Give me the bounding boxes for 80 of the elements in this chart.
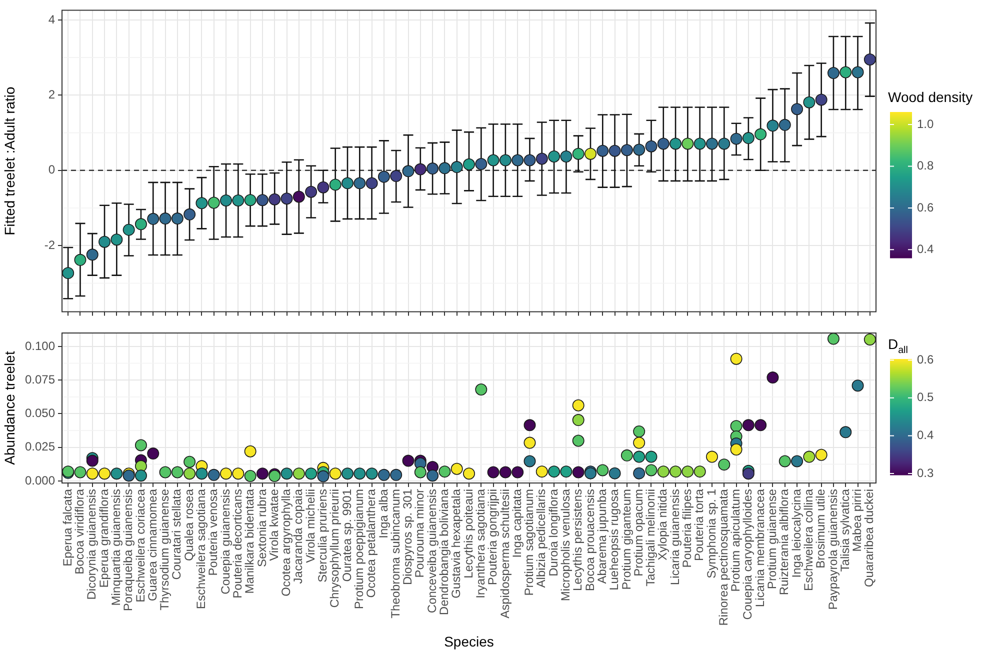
x-tick-label: Qualea rosea xyxy=(182,488,196,562)
x-tick-label: Bocoa prouacensis xyxy=(582,489,597,592)
x-tick-label: Lecythis persistens xyxy=(570,489,585,592)
x-tick-label: Protium guianense xyxy=(765,488,780,590)
x-tick-label: Inga leiocalycina xyxy=(789,488,804,578)
y-tick-label: 0.000 xyxy=(24,473,56,488)
color-bar-label: 0.8 xyxy=(917,158,934,173)
color-bar-label: 0.6 xyxy=(917,352,934,366)
x-tick-label: Inga alba xyxy=(376,488,390,538)
y-tick-label: 0.075 xyxy=(24,372,56,386)
x-tick-label: Eschweilera sagotiana xyxy=(194,488,208,610)
x-tick-label: Micropholis venulosa xyxy=(558,488,573,602)
color-bar-label: 1.0 xyxy=(917,116,934,131)
x-tick-label: Conceveiba guianensis xyxy=(424,489,439,614)
x-tick-label: Couepia caryophylloides xyxy=(740,489,755,620)
x-tick-label: Xylopia nitida xyxy=(656,488,670,560)
x-tick-label: Jacaranda copaia xyxy=(291,488,306,584)
color-bar-label: 0.6 xyxy=(917,200,934,214)
x-tick-label: Thyrsodium guianense xyxy=(158,488,172,610)
color-bar-label: 0.5 xyxy=(917,390,934,404)
x-tick-label: Inga capitata xyxy=(510,488,524,558)
x-tick-label: Paypayrola guianensis xyxy=(826,489,840,610)
x-tick-label: Diospyros sp. 301 xyxy=(400,488,415,586)
color-bar-label: 0.4 xyxy=(917,242,934,256)
x-tick-label: Lueheopsis rugosa xyxy=(607,488,622,590)
x-tick-label: Tachigali melinonii xyxy=(644,489,658,586)
x-tick-label: Chrysophyllum prieurii xyxy=(328,489,342,608)
x-tick-label: Ouratea sp. 9901 xyxy=(340,488,354,582)
x-tick-label: Duroia longiflora xyxy=(546,488,560,576)
color-bar-label: 0.3 xyxy=(917,466,934,480)
x-tick-label: Pouteria venosa xyxy=(206,488,220,576)
y-axis-title: Abundance treelet xyxy=(1,351,18,465)
x-tick-label: Eperua falcata xyxy=(60,488,74,566)
x-tick-label: Manilkara bidentata xyxy=(242,488,257,594)
x-tick-label: Ocotea argyrophylla xyxy=(279,488,294,596)
x-tick-label: Pourouma minor xyxy=(412,489,427,578)
x-tick-label: Ruizterania albiflora xyxy=(777,488,792,596)
x-tick-label: Bocoa viridiflora xyxy=(72,488,87,574)
x-tick-label: Licaria guianensis xyxy=(668,489,682,586)
x-tick-label: Dicorynia guianensis xyxy=(84,489,99,600)
x-tick-label: Eperua grandiflora xyxy=(96,488,111,588)
x-tick-label: Abarema jupunba xyxy=(594,488,609,584)
x-tick-label: Brosimum utile xyxy=(814,488,828,568)
y-tick-label: 2 xyxy=(48,88,56,102)
x-tick-label: Pouteria gongrijpii xyxy=(486,489,500,586)
x-tick-label: Sextonia rubra xyxy=(254,488,269,568)
x-tick-label: Licania membranacea xyxy=(752,488,767,608)
y-tick-label: 0.050 xyxy=(24,406,56,420)
x-tick-label: Pouteria torta xyxy=(692,488,706,562)
y-axis-title: Fitted treelet :Adult ratio xyxy=(1,86,18,236)
x-tick-label: Protium apiculatum xyxy=(728,489,743,592)
x-tick-label: Eschweilera coriacea xyxy=(133,488,148,602)
y-tick-label: 0.025 xyxy=(24,440,56,454)
x-tick-label: Dendrobangia boliviana xyxy=(437,488,452,616)
x-tick-label: Guarea cinnamomea xyxy=(145,488,160,602)
x-tick-label: Mabea piriri xyxy=(850,489,864,552)
x-tick-label: Lecythis poiteaui xyxy=(461,489,476,578)
x-tick-label: Poraqueiba guianensis xyxy=(121,489,136,612)
x-tick-label: Virola michelii xyxy=(303,489,318,563)
x-tick-label: Aspidosperma schultesii xyxy=(498,489,512,618)
x-tick-label: Symphonia sp. 1 xyxy=(704,488,718,578)
x-tick-label: Couepia guianensis xyxy=(218,489,232,594)
color-bar-label: 0.4 xyxy=(917,428,934,442)
x-tick-label: Gustavia hexapetala xyxy=(449,488,464,598)
x-tick-label: Protium poeppigianum xyxy=(352,489,366,610)
x-tick-label: Albizia pedicellaris xyxy=(534,489,548,588)
y-tick-label: 0 xyxy=(48,162,56,177)
color-bar-title: Wood density xyxy=(888,89,973,105)
y-tick-label: 4 xyxy=(48,12,56,26)
x-tick-label: Protium sagotianum xyxy=(522,489,536,596)
x-tick-label: Virola kwatae xyxy=(266,488,281,561)
x-tick-label: Couratari stellata xyxy=(170,488,184,580)
x-axis-title: Species xyxy=(444,633,494,650)
x-tick-label: Ocotea petalanthera xyxy=(364,488,378,598)
x-tick-label: Sterculia pruriens xyxy=(316,489,330,582)
x-tick-label: Pouteria filipes xyxy=(680,489,694,568)
y-tick-label: -2 xyxy=(44,238,56,252)
x-tick-label: Protium giganteum xyxy=(619,489,634,590)
x-tick-label: Quararibea duckei xyxy=(862,489,876,588)
y-tick-label: 0.100 xyxy=(24,338,56,353)
